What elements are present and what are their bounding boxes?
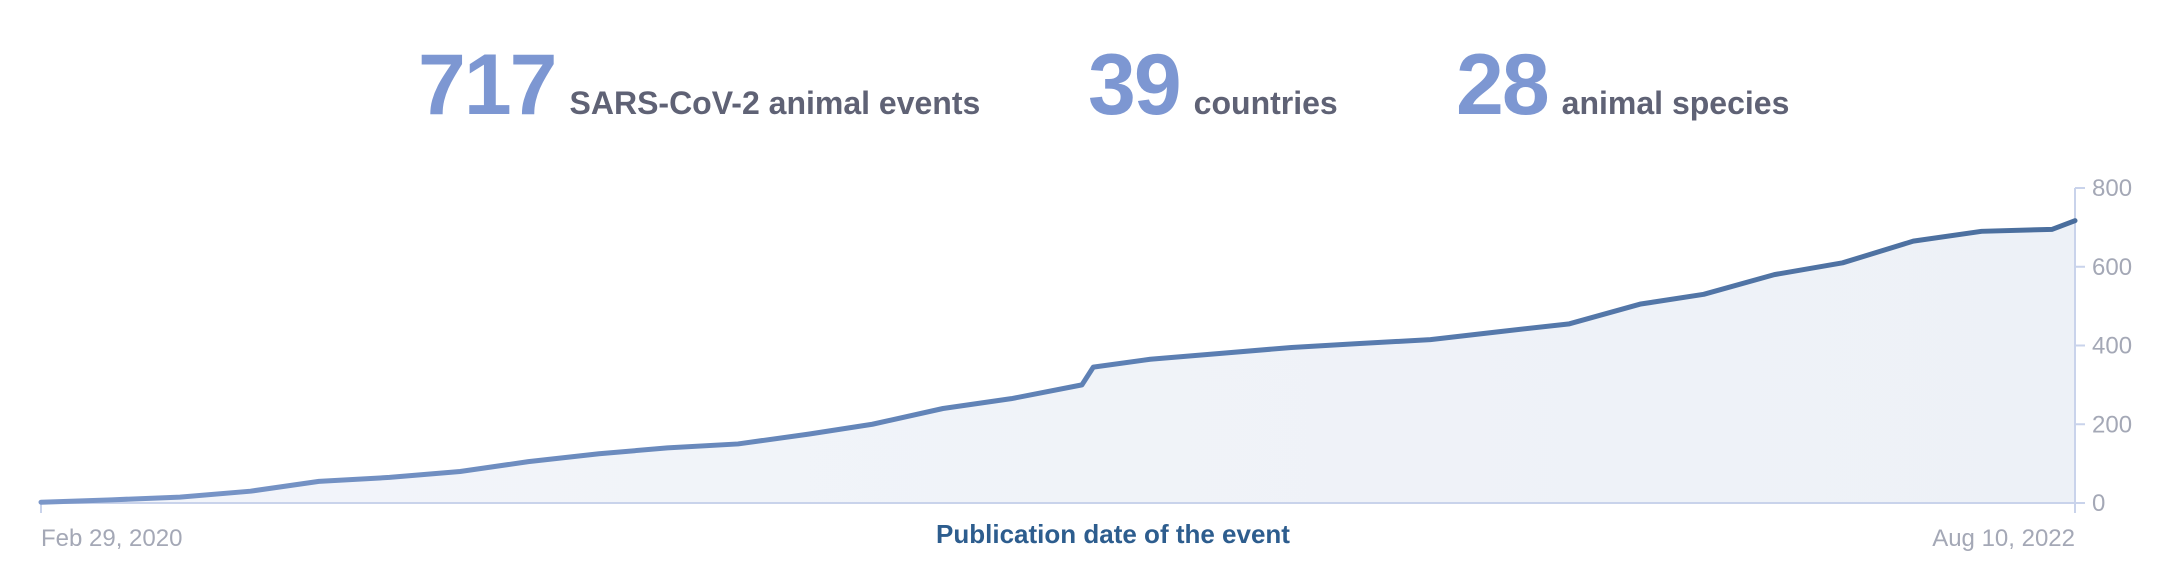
events-label: SARS-CoV-2 animal events bbox=[569, 85, 981, 121]
stats-row: 717 SARS-CoV-2 animal events 39 countries … bbox=[0, 36, 2172, 136]
y-tick-label: 800 bbox=[2092, 175, 2132, 202]
countries-label: countries bbox=[1193, 85, 1338, 121]
species-stat: 28 animal species bbox=[1456, 36, 1789, 135]
y-tick-label: 0 bbox=[2092, 490, 2105, 517]
countries-stat: 39 countries bbox=[1088, 36, 1338, 135]
species-label: animal species bbox=[1561, 85, 1790, 121]
y-tick-label: 200 bbox=[2092, 411, 2132, 438]
y-tick-label: 600 bbox=[2092, 254, 2132, 281]
x-end-label: Aug 10, 2022 bbox=[1932, 525, 2075, 552]
x-start-label: Feb 29, 2020 bbox=[41, 525, 182, 552]
axis-layer bbox=[40, 187, 2085, 513]
species-count: 28 bbox=[1456, 37, 1550, 133]
area-layer bbox=[41, 220, 2075, 503]
countries-count: 39 bbox=[1088, 37, 1182, 133]
series-area bbox=[41, 220, 2075, 503]
series-line bbox=[38, 218, 2078, 505]
events-stat: 717 SARS-CoV-2 animal events bbox=[418, 36, 980, 135]
events-count: 717 bbox=[418, 37, 557, 133]
y-tick-label: 400 bbox=[2092, 333, 2132, 360]
x-axis-title: Publication date of the event bbox=[936, 519, 1290, 549]
label-layer: 0 200 400 600 800 Feb 29, 2020 Aug 10, 2022 Pub… bbox=[41, 175, 2132, 552]
line-layer bbox=[38, 218, 2078, 505]
